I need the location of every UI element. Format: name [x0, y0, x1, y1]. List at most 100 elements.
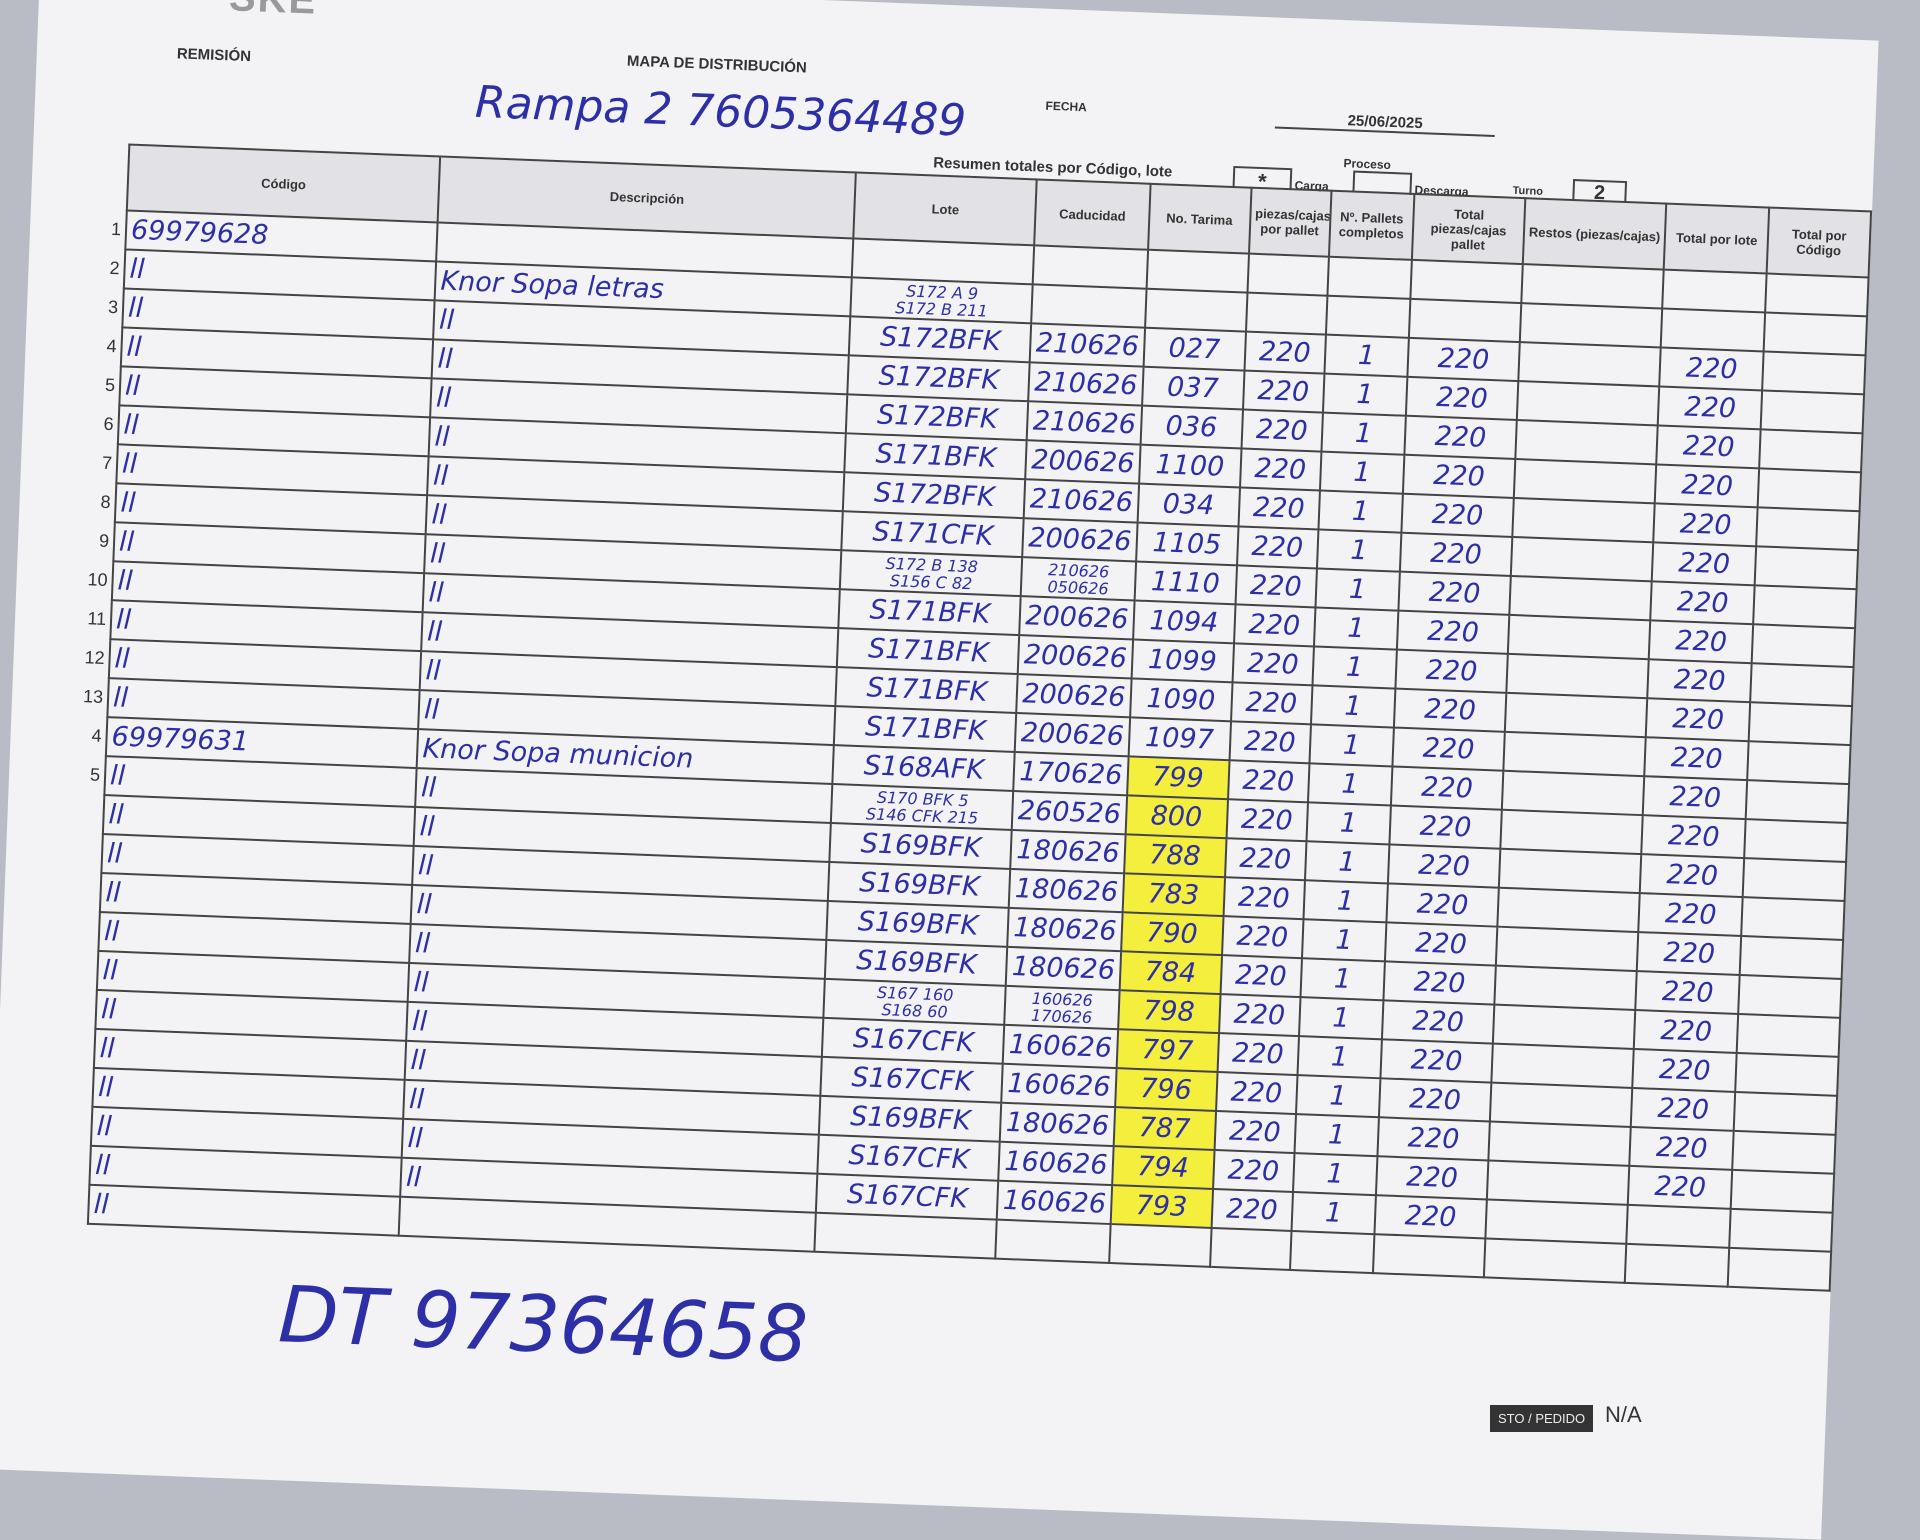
cell-restos: [1497, 887, 1641, 933]
cell-total: 220: [1392, 727, 1505, 771]
total-value: 220: [1435, 381, 1489, 415]
cell-piezas: 220: [1232, 643, 1314, 686]
cell-restos: [1510, 536, 1654, 582]
cell-cad: 200626: [1016, 674, 1132, 718]
cell-cad: 200626: [1022, 518, 1138, 562]
pallets-value: 1: [1354, 417, 1373, 450]
desc-value: Knor Sopa municion: [421, 733, 694, 775]
desc-value: ll: [418, 811, 436, 843]
cell-restos: [1518, 342, 1662, 387]
tarima-value: 794: [1136, 1151, 1190, 1184]
cell-tarima: [1108, 1224, 1212, 1267]
cell-total_codigo: [1735, 1052, 1839, 1096]
code-value: ll: [109, 760, 126, 792]
desc-value: ll: [424, 655, 442, 687]
column-header: Lote: [853, 172, 1038, 246]
code-value: ll: [114, 643, 131, 675]
lote-line: S167CFK: [851, 1061, 973, 1098]
pallets-value: 1: [1336, 885, 1355, 918]
code-value: ll: [108, 799, 125, 831]
cell-cad: 200626: [1025, 440, 1141, 484]
cell-total_codigo: [1732, 1130, 1836, 1174]
cell-restos: [1486, 1160, 1630, 1205]
cad-line: 210626: [1033, 366, 1138, 402]
desc-value: ll: [430, 499, 448, 531]
cell-restos: [1504, 692, 1648, 738]
lote-line: S167CFK: [852, 1023, 975, 1059]
row-number: 4: [106, 335, 117, 357]
cell-piezas: [1209, 1227, 1292, 1270]
cell-lote: S169BFK: [825, 939, 1008, 986]
code-value: ll: [117, 565, 134, 597]
cell-cad: 260526: [1012, 790, 1127, 835]
cell-total: 220: [1395, 649, 1508, 693]
lote-line: S172BFK: [878, 360, 1000, 397]
cell-total: 220: [1386, 883, 1499, 927]
cad-line: 170626: [1018, 756, 1124, 792]
total_lote-value: 220: [1683, 391, 1737, 425]
column-header: Restos (piezas/cajas): [1522, 198, 1667, 270]
piezas-value: 220: [1254, 453, 1307, 486]
cell-piezas: 220: [1242, 370, 1325, 413]
total_lote-value: 220: [1662, 937, 1716, 971]
tarima-value: 798: [1142, 995, 1196, 1029]
total-value: 220: [1414, 927, 1468, 961]
cell-tarima: 1105: [1135, 522, 1239, 566]
cell-total_lote: 220: [1635, 971, 1740, 1014]
code-value: ll: [103, 916, 120, 948]
lote-line: S167CFK: [846, 1178, 969, 1215]
cell-pallets: 1: [1306, 802, 1392, 845]
fecha: 25/06/2025: [1274, 109, 1496, 137]
cell-total_codigo: [1730, 1169, 1835, 1213]
cell-restos: [1488, 1121, 1632, 1166]
total-value: 220: [1404, 1200, 1457, 1234]
pallets-value: 1: [1351, 495, 1370, 528]
cell-restos: [1503, 731, 1647, 777]
tarima-value: 1090: [1145, 683, 1216, 717]
cell-total: 220: [1389, 805, 1502, 849]
cell-cad: 160626: [1001, 1063, 1117, 1108]
tarima-value: 793: [1135, 1189, 1188, 1223]
cell-tarima: 034: [1137, 483, 1240, 527]
total-value: 220: [1420, 771, 1474, 805]
cell-piezas: 220: [1212, 1149, 1295, 1192]
lote-line: S172BFK: [873, 477, 996, 514]
piezas-value: 220: [1257, 375, 1310, 409]
row-number: 7: [101, 452, 113, 474]
cell-total_codigo: [1747, 741, 1851, 785]
cell-piezas: 220: [1211, 1188, 1293, 1231]
row-number: [55, 832, 102, 873]
cell-cad: 210626 050626: [1021, 557, 1136, 601]
cell-total: 220: [1406, 376, 1519, 421]
cell-lote: S172BFK: [843, 472, 1026, 519]
piezas-value: 220: [1258, 336, 1312, 370]
cad-line: 180626: [1015, 834, 1121, 870]
cell-total_codigo: [1748, 702, 1853, 746]
cell-tarima: 793: [1110, 1185, 1213, 1228]
tarima-value: 800: [1150, 800, 1203, 834]
row-number: [45, 1105, 92, 1146]
cell-total_codigo: [1763, 312, 1868, 356]
cad-line: 200626: [1020, 717, 1125, 753]
total-value: 220: [1405, 1161, 1459, 1195]
total_lote-value: 220: [1679, 508, 1733, 542]
cell-restos: [1516, 381, 1660, 426]
cell-total_codigo: [1750, 663, 1854, 707]
cell-total_lote: 220: [1647, 659, 1752, 703]
cell-restos: [1509, 575, 1653, 621]
desc-value: ll: [406, 1122, 424, 1155]
cell-total_lote: 220: [1652, 542, 1757, 586]
tarima-value: 1094: [1148, 605, 1219, 639]
row-number: 2: [109, 257, 120, 279]
code-value: ll: [115, 604, 132, 636]
cell-pallets: 1: [1310, 685, 1396, 728]
cell-total_lote: 220: [1655, 464, 1760, 508]
pallets-value: 1: [1343, 690, 1363, 723]
cell-piezas: 220: [1223, 877, 1305, 920]
cell-piezas: 220: [1217, 1033, 1299, 1076]
total_lote-value: 220: [1659, 1015, 1713, 1048]
piezas-value: 220: [1246, 647, 1300, 681]
cell-piezas: 220: [1224, 838, 1307, 881]
cell-total_lote: 220: [1632, 1048, 1737, 1092]
cell-total: [1410, 259, 1523, 304]
